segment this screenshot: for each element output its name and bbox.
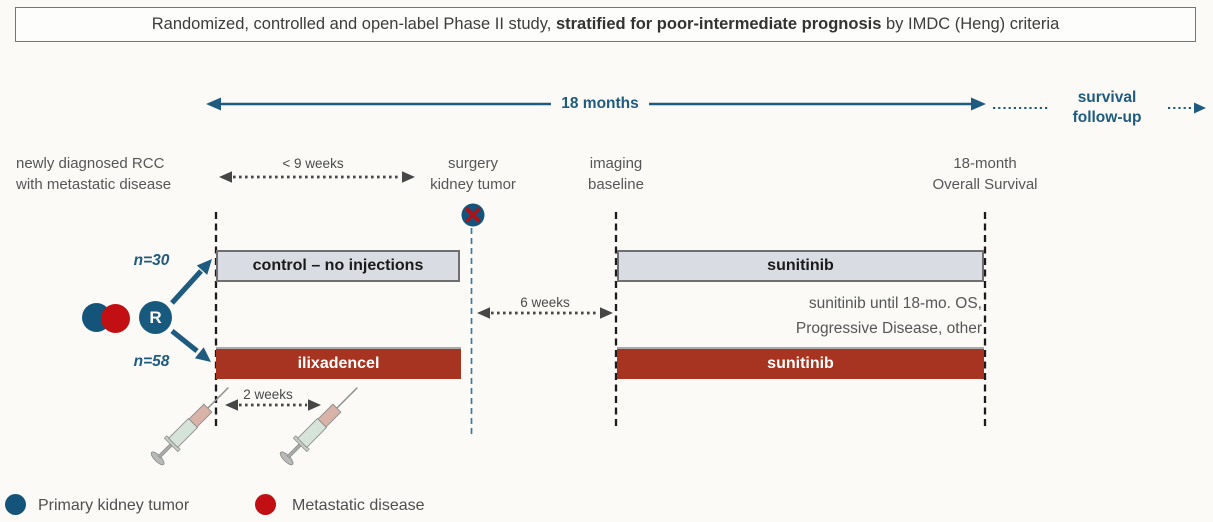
surgery-label-line1: surgery bbox=[447, 155, 499, 172]
continuation-note-line2: Progressive Disease, other bbox=[795, 320, 982, 337]
legend-metastatic-label: Metastatic disease bbox=[292, 497, 425, 514]
legend-primary-tumor-label: Primary kidney tumor bbox=[38, 497, 190, 514]
imaging-baseline-line1: imaging bbox=[589, 155, 643, 172]
legend-metastatic-icon bbox=[255, 494, 276, 515]
treatment-sunitinib-bar: sunitinib bbox=[617, 347, 984, 379]
randomization-circle: R bbox=[139, 301, 172, 334]
ilixadencel-bar: ilixadencel bbox=[216, 347, 461, 379]
randomization-arrows bbox=[170, 259, 212, 362]
endpoint-label-line1: 18-month bbox=[953, 155, 1017, 172]
enrollment-label-line2: with metastatic disease bbox=[16, 176, 172, 193]
surgery-label-line2: kidney tumor bbox=[430, 176, 516, 193]
imaging-baseline-line2: baseline bbox=[588, 176, 644, 193]
followup-label: survival follow-up bbox=[1048, 88, 1166, 128]
followup-label-line2: follow-up bbox=[1072, 109, 1142, 126]
duration-label: 18 months bbox=[561, 95, 639, 112]
pre-surgery-window-arrow bbox=[219, 171, 415, 183]
enrollment-label-line1: newly diagnosed RCC bbox=[16, 155, 165, 172]
continuation-note-line1: sunitinib until 18-mo. OS, bbox=[808, 295, 982, 312]
treatment-arm-n: n=58 bbox=[133, 353, 170, 370]
control-arm-n: n=30 bbox=[133, 252, 170, 269]
followup-label-line1: survival bbox=[1077, 89, 1137, 106]
tumor-resection-icon bbox=[461, 203, 485, 227]
study-title-box: Randomized, controlled and open-label Ph… bbox=[15, 7, 1196, 42]
enrollment-label: newly diagnosed RCC with metastatic dise… bbox=[16, 153, 228, 195]
study-title-part1: Randomized, controlled and open-label Ph… bbox=[151, 15, 556, 33]
control-arm-bar: control – no injections bbox=[216, 250, 460, 282]
study-title-part3: by IMDC (Heng) criteria bbox=[881, 15, 1060, 33]
endpoint-label: 18-month Overall Survival bbox=[903, 153, 1067, 195]
sunitinib-continuation-note: sunitinib until 18-mo. OS, Progressive D… bbox=[730, 291, 982, 341]
surgery-label: surgery kidney tumor bbox=[413, 153, 533, 195]
two-weeks-label: 2 weeks bbox=[243, 387, 293, 402]
pre-surgery-window-label: < 9 weeks bbox=[282, 156, 344, 171]
control-sunitinib-bar: sunitinib bbox=[617, 250, 984, 282]
metastatic-disease-icon bbox=[101, 304, 130, 333]
endpoint-label-line2: Overall Survival bbox=[932, 176, 1038, 193]
study-title-stratification: stratified for poor-intermediate prognos… bbox=[555, 15, 882, 33]
six-weeks-label: 6 weeks bbox=[520, 295, 570, 310]
legend-primary-tumor-icon bbox=[5, 494, 26, 515]
imaging-baseline-label: imaging baseline bbox=[566, 153, 666, 195]
